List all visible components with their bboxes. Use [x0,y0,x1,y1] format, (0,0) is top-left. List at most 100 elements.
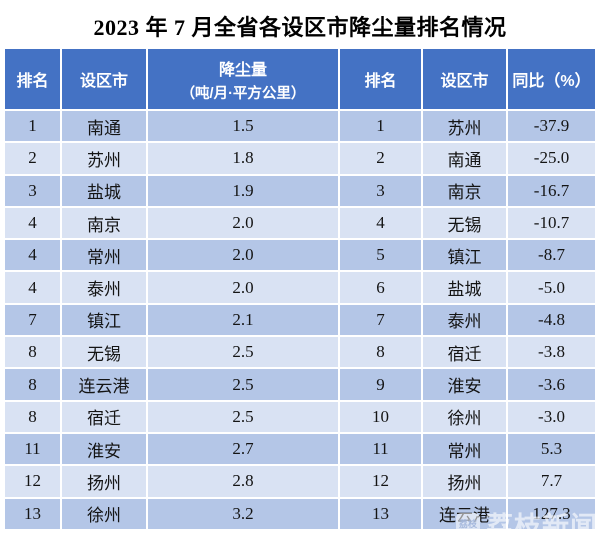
rank-right-cell: 10 [338,399,423,434]
table-header-row: 排名 设区市 降尘量 （吨/月·平方公里） 排名 设区市 同比（%） [3,47,597,111]
rank-left-cell: 3 [3,173,62,208]
header-dustfall-line2: （吨/月·平方公里） [180,85,306,102]
table-row: 4 泰州 2.0 6 盐城 -5.0 [3,270,597,305]
header-city-right: 设区市 [421,47,508,111]
yoy-value-cell: 127.3 [506,496,597,531]
dustfall-value-cell: 1.9 [146,173,340,208]
dustfall-value-cell: 2.0 [146,270,340,305]
city-right-cell: 常州 [421,431,508,467]
table-row: 13 徐州 3.2 13 连云港 127.3 [3,496,597,531]
table-row: 12 扬州 2.8 12 扬州 7.7 [3,464,597,499]
dustfall-value-cell: 2.8 [146,464,340,499]
yoy-value-cell: -25.0 [506,141,597,176]
rank-right-cell: 9 [338,367,423,402]
yoy-value-cell: -3.8 [506,335,597,370]
city-right-cell: 淮安 [421,367,508,402]
yoy-value-cell: -16.7 [506,173,597,208]
rank-right-cell: 12 [338,464,423,499]
city-left-cell: 苏州 [60,141,148,176]
city-right-cell: 泰州 [421,302,508,338]
yoy-value-cell: -8.7 [506,238,597,273]
rank-right-cell: 5 [338,238,423,273]
rank-right-cell: 11 [338,431,423,467]
table-row: 8 无锡 2.5 8 宿迁 -3.8 [3,335,597,370]
rank-left-cell: 4 [3,270,62,305]
yoy-value-cell: 5.3 [506,431,597,467]
page-title: 2023 年 7 月全省各设区市降尘量排名情况 [93,15,507,40]
rank-right-cell: 6 [338,270,423,305]
yoy-value-cell: -3.0 [506,399,597,434]
yoy-value-cell: -37.9 [506,108,597,144]
city-right-cell: 连云港 [421,496,508,531]
rank-left-cell: 11 [3,431,62,467]
rank-left-cell: 4 [3,238,62,273]
rank-left-cell: 8 [3,399,62,434]
city-right-cell: 苏州 [421,108,508,144]
city-left-cell: 徐州 [60,496,148,531]
rank-right-cell: 2 [338,141,423,176]
city-right-cell: 南通 [421,141,508,176]
ranking-table: 排名 设区市 降尘量 （吨/月·平方公里） 排名 设区市 同比（%） 1 南通 1.… [3,47,597,531]
city-left-cell: 南通 [60,108,148,144]
dustfall-value-cell: 2.1 [146,302,340,338]
rank-right-cell: 3 [338,173,423,208]
rank-left-cell: 8 [3,335,62,370]
header-yoy: 同比（%） [506,47,597,111]
dustfall-value-cell: 2.0 [146,205,340,241]
dustfall-value-cell: 2.5 [146,335,340,370]
city-left-cell: 无锡 [60,335,148,370]
city-left-cell: 盐城 [60,173,148,208]
yoy-value-cell: 7.7 [506,464,597,499]
rank-right-cell: 7 [338,302,423,338]
table-row: 3 盐城 1.9 3 南京 -16.7 [3,173,597,208]
header-dustfall: 降尘量 （吨/月·平方公里） [146,47,340,111]
dustfall-value-cell: 2.5 [146,367,340,402]
table-row: 1 南通 1.5 1 苏州 -37.9 [3,108,597,144]
rank-left-cell: 12 [3,464,62,499]
city-right-cell: 扬州 [421,464,508,499]
dustfall-value-cell: 1.5 [146,108,340,144]
city-right-cell: 无锡 [421,205,508,241]
city-left-cell: 泰州 [60,270,148,305]
city-left-cell: 南京 [60,205,148,241]
rank-right-cell: 8 [338,335,423,370]
city-left-cell: 宿迁 [60,399,148,434]
dustfall-value-cell: 2.7 [146,431,340,467]
city-left-cell: 连云港 [60,367,148,402]
city-left-cell: 常州 [60,238,148,273]
rank-left-cell: 7 [3,302,62,338]
table-row: 2 苏州 1.8 2 南通 -25.0 [3,141,597,176]
yoy-value-cell: -4.8 [506,302,597,338]
table-row: 7 镇江 2.1 7 泰州 -4.8 [3,302,597,338]
rank-left-cell: 1 [3,108,62,144]
dustfall-value-cell: 2.0 [146,238,340,273]
dustfall-value-cell: 1.8 [146,141,340,176]
city-right-cell: 徐州 [421,399,508,434]
header-rank-right: 排名 [338,47,423,111]
yoy-value-cell: -5.0 [506,270,597,305]
table-row: 11 淮安 2.7 11 常州 5.3 [3,431,597,467]
city-left-cell: 镇江 [60,302,148,338]
rank-left-cell: 13 [3,496,62,531]
header-rank-left: 排名 [3,47,62,111]
rank-left-cell: 4 [3,205,62,241]
rank-left-cell: 8 [3,367,62,402]
rank-right-cell: 4 [338,205,423,241]
table-row: 8 宿迁 2.5 10 徐州 -3.0 [3,399,597,434]
city-left-cell: 扬州 [60,464,148,499]
header-dustfall-line1: 降尘量 [218,61,267,79]
table-row: 8 连云港 2.5 9 淮安 -3.6 [3,367,597,402]
city-right-cell: 盐城 [421,270,508,305]
table-row: 4 南京 2.0 4 无锡 -10.7 [3,205,597,241]
city-right-cell: 宿迁 [421,335,508,370]
table-row: 4 常州 2.0 5 镇江 -8.7 [3,238,597,273]
city-right-cell: 南京 [421,173,508,208]
rank-right-cell: 13 [338,496,423,531]
city-left-cell: 淮安 [60,431,148,467]
header-city-left: 设区市 [60,47,148,111]
yoy-value-cell: -10.7 [506,205,597,241]
rank-right-cell: 1 [338,108,423,144]
table-body: 1 南通 1.5 1 苏州 -37.9 2 苏州 1.8 2 南通 -25.0 3 盐城 1.9 3 南京 -16… [3,108,597,531]
rank-left-cell: 2 [3,141,62,176]
yoy-value-cell: -3.6 [506,367,597,402]
